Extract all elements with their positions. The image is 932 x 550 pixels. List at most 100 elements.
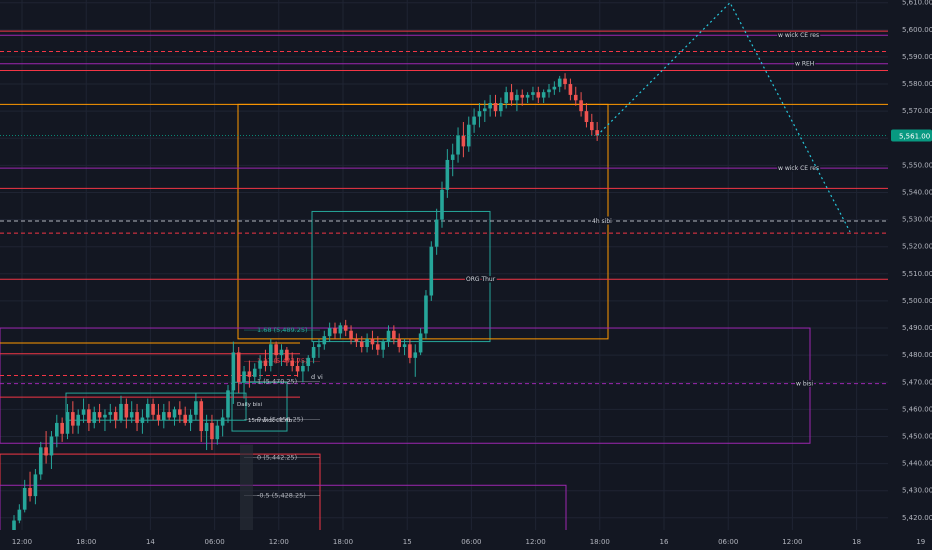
candle-body: [402, 344, 407, 348]
candle-body: [563, 78, 567, 85]
price-tick-label: 5,430.00: [902, 487, 932, 495]
candle-body: [135, 412, 139, 423]
price-tick-label: 5,510.00: [902, 270, 932, 278]
candle-body: [215, 425, 220, 440]
candle-body: [108, 412, 113, 415]
time-tick-label: 14: [146, 538, 155, 546]
candle-body: [247, 371, 252, 377]
candle-body: [167, 412, 171, 418]
price-axis-background: [888, 0, 932, 550]
zone-box-purple: [0, 327, 811, 444]
candle-body: [38, 447, 43, 475]
candle-body: [92, 412, 97, 423]
fib-level-label: 0 (5,442.25): [257, 453, 297, 461]
candle-body: [285, 349, 289, 361]
time-tick-label: 12:00: [269, 538, 289, 546]
time-axis[interactable]: 12:00 18:00 14 06:00 12:00 18:00 15 06:00 12:00 1…: [0, 530, 932, 550]
candle-body: [162, 412, 166, 421]
candle-body: [306, 357, 311, 366]
candle-body: [279, 349, 284, 356]
candle-body: [252, 368, 257, 377]
candle-body: [440, 189, 444, 220]
candle-body: [504, 92, 508, 104]
candle-body: [499, 103, 503, 112]
candle-body: [178, 409, 182, 415]
current-price-label: 5,561.00: [899, 133, 930, 141]
candle-body: [488, 103, 492, 109]
candle-body: [450, 154, 455, 160]
time-tick-label: 12:00: [526, 538, 546, 546]
candle-body: [71, 412, 75, 426]
candle-body: [515, 94, 519, 101]
candle-body: [477, 111, 482, 117]
candle-body: [429, 246, 434, 296]
candle-body: [231, 352, 236, 391]
candle-body: [579, 100, 583, 112]
candle-body: [188, 414, 193, 423]
price-tick-label: 5,590.00: [902, 53, 932, 61]
candle-body: [269, 344, 273, 366]
candle-body: [220, 417, 225, 426]
time-tick-label: 12:00: [12, 538, 32, 546]
time-tick-label: 18: [852, 538, 861, 546]
fib-level-label: -0.5 (5,428.25): [257, 491, 306, 499]
candle-body: [60, 422, 64, 434]
candle-body: [434, 219, 439, 247]
candle-body: [81, 409, 86, 415]
candle-body: [290, 360, 294, 366]
candle-body: [392, 330, 396, 339]
candle-body: [129, 412, 134, 418]
zone-box-daily: [65, 392, 247, 421]
candle-body: [322, 336, 327, 345]
candle-body: [541, 92, 546, 98]
candle-body: [424, 295, 428, 334]
candle-body: [531, 92, 535, 95]
price-tick-label: 5,520.00: [902, 243, 932, 251]
candle-body: [493, 103, 498, 112]
candle-body: [236, 352, 241, 383]
price-tick-label: 5,550.00: [902, 161, 932, 169]
annotation-label: 15m wick CE fib: [248, 418, 293, 424]
candle-body: [568, 84, 573, 95]
price-tick-label: 5,420.00: [902, 514, 932, 522]
time-tick-label: 12:00: [782, 538, 802, 546]
candle-body: [536, 92, 541, 98]
candle-body: [194, 401, 198, 415]
candle-body: [584, 111, 589, 122]
candle-body: [226, 390, 230, 418]
level-label: w REH: [795, 61, 814, 68]
candle-body: [376, 344, 380, 350]
candle-body: [97, 412, 102, 418]
level-label: 4h sibi: [592, 218, 612, 225]
price-tick-label: 5,470.00: [902, 378, 932, 386]
candle-body: [119, 403, 123, 421]
fib-level-label: 1.27 (5,477.75): [257, 357, 308, 365]
candle-body: [456, 135, 460, 155]
candle-body: [365, 338, 369, 348]
candle-body: [370, 338, 375, 345]
candle-body: [333, 328, 337, 334]
candle-body: [210, 422, 214, 440]
level-label: ORG Thur: [466, 276, 496, 283]
price-tick-label: 5,460.00: [902, 405, 932, 413]
candle-body: [263, 360, 268, 366]
candle-body: [483, 108, 487, 112]
candle-body: [573, 94, 578, 101]
candle-body: [349, 330, 353, 339]
candle-body: [418, 333, 423, 353]
price-tick-label: 5,490.00: [902, 324, 932, 332]
candle-body: [33, 474, 38, 497]
candle-body: [140, 417, 145, 423]
time-tick-label: 19: [916, 538, 925, 546]
candle-body: [359, 341, 364, 348]
time-tick-label: 16: [660, 538, 669, 546]
candle-body: [49, 436, 54, 456]
chart-levels: w wick CE res w REH w wick CE res 4h sibi OR…: [0, 30, 888, 543]
fib-level-label: 1 (5,470.25): [257, 378, 297, 386]
level-label: w bisi: [796, 381, 813, 388]
candle-body: [22, 487, 27, 510]
candle-body: [311, 347, 316, 358]
time-axis-background: [0, 530, 932, 550]
